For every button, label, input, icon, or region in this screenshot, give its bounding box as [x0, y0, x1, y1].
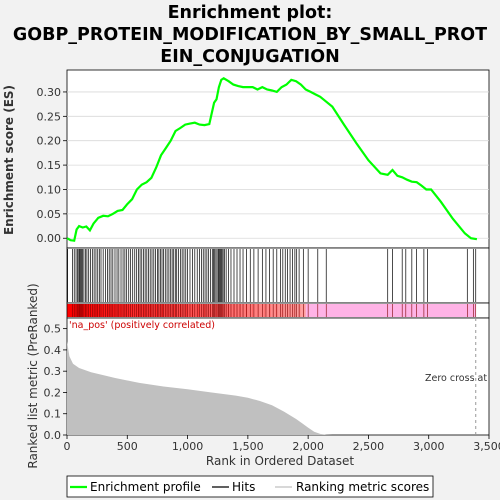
positive-band-segment — [78, 304, 86, 317]
metric-axis-label: Ranked list metric (PreRanked) — [26, 283, 40, 468]
es-y-tick-label: 0.15 — [37, 159, 62, 172]
positive-band-segment — [299, 304, 307, 317]
chart-title-line-2: GOBP_PROTEIN_MODIFICATION_BY_SMALL_PROT — [12, 25, 488, 45]
es-axis-label: Enrichment score (ES) — [2, 85, 16, 235]
positive-band-segment — [132, 304, 140, 317]
legend-box — [66, 475, 434, 498]
positive-band-segment — [162, 304, 169, 317]
positive-band-segment — [102, 304, 110, 317]
x-tick-label: 2,000 — [292, 440, 324, 453]
es-y-tick-label: 0.25 — [37, 110, 62, 123]
ranked-metric-area — [67, 341, 477, 435]
positive-band-segment — [222, 304, 229, 317]
x-axis-label: Rank in Ordered Dataset — [206, 454, 354, 468]
enrichment-profile-line — [66, 77, 478, 242]
x-tick-label: 500 — [117, 440, 138, 453]
zero-cross-label: Zero cross at — [425, 373, 487, 384]
positive-band-segment — [108, 304, 116, 317]
positive-band-segment — [84, 304, 92, 317]
positive-band-segment — [96, 304, 104, 317]
metric-y-tick-label: 0.4 — [44, 344, 62, 357]
metric-y-tick-label: 0.1 — [44, 408, 62, 421]
es-y-tick-label: 0.00 — [37, 232, 62, 245]
positive-band-segment — [126, 304, 134, 317]
positive-band-segment — [168, 304, 175, 317]
legend-label-ranking: Ranking metric scores — [296, 480, 429, 494]
legend-label-hits: Hits — [232, 480, 255, 494]
x-tick-label: 3,500 — [473, 440, 500, 453]
positive-correlation-label: 'na_pos' (positively correlated) — [69, 320, 215, 331]
legend: Enrichment profile Hits Ranking metric s… — [66, 475, 434, 498]
es-y-tick-label: 0.10 — [37, 183, 62, 196]
metric-y-tick-label: 0.3 — [44, 365, 62, 378]
positive-band-segment — [144, 304, 151, 317]
es-panel — [66, 69, 490, 249]
chart-title-line-1: Enrichment plot: — [167, 3, 333, 23]
es-y-tick-label: 0.20 — [37, 135, 62, 148]
es-y-tick-label: 0.05 — [37, 208, 62, 221]
positive-band-segment — [252, 304, 259, 317]
positive-band-segment — [246, 304, 253, 317]
legend-label-enrichment: Enrichment profile — [90, 480, 201, 494]
positive-band-segment — [120, 304, 128, 317]
positive-band-segment — [192, 304, 199, 317]
positive-band-segment — [257, 304, 265, 317]
positive-band-segment — [186, 304, 193, 317]
metric-y-tick-label: 0.5 — [44, 323, 62, 336]
x-tick-label: 1,000 — [172, 440, 204, 453]
positive-band-segment — [174, 304, 181, 317]
metric-y-tick-label: 0.2 — [44, 386, 62, 399]
positive-band-segment — [180, 304, 187, 317]
positive-band-segment — [114, 304, 122, 317]
metric-y-tick-label: 0.0 — [44, 429, 62, 442]
hits-panel — [66, 247, 490, 304]
chart-title-line-3: EIN_CONJUGATION — [160, 47, 340, 67]
positive-band-segment — [275, 304, 283, 317]
x-tick-label: 0 — [64, 440, 71, 453]
positive-band-segment — [263, 304, 271, 317]
x-tick-label: 2,500 — [353, 440, 385, 453]
chart-title: Enrichment plot: GOBP_PROTEIN_MODIFICATI… — [0, 2, 500, 68]
negative-band — [305, 304, 476, 317]
positive-band-segment — [67, 304, 74, 317]
x-tick-label: 1,500 — [232, 440, 264, 453]
x-tick-label: 3,000 — [413, 440, 445, 453]
positive-band-segment — [287, 304, 295, 317]
positive-band-segment — [156, 304, 163, 317]
es-y-tick-label: 0.30 — [37, 86, 62, 99]
positive-band-segment — [228, 304, 235, 317]
positive-band-segment — [204, 304, 211, 317]
